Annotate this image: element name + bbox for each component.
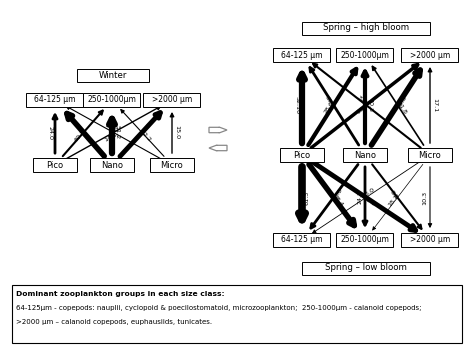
FancyBboxPatch shape [12,285,462,343]
Text: 20.5: 20.5 [356,103,370,115]
Text: 18.7: 18.7 [387,193,400,208]
FancyBboxPatch shape [401,48,458,62]
Text: 250-1000μm: 250-1000μm [340,235,390,245]
Text: Dominant zooplankton groups in each size class:: Dominant zooplankton groups in each size… [16,291,225,297]
Text: 28.4: 28.4 [331,193,344,208]
Text: 64-125 μm: 64-125 μm [34,95,76,104]
Text: 40.3: 40.3 [367,98,373,112]
FancyBboxPatch shape [77,69,149,82]
FancyBboxPatch shape [302,22,430,34]
Text: 24.0: 24.0 [47,126,53,140]
Text: 67.0: 67.0 [331,187,344,202]
Text: 63.0: 63.0 [362,187,376,199]
FancyBboxPatch shape [401,233,458,247]
Text: 14.1: 14.1 [104,131,118,142]
FancyBboxPatch shape [408,148,452,162]
Text: 19.5: 19.5 [396,95,408,110]
Text: 61.3: 61.3 [304,190,310,204]
Text: 39.4: 39.4 [323,95,335,110]
Text: 60.2: 60.2 [73,129,86,143]
Text: 64-125μm - copepods: nauplii, cyclopoid & poecilostomatoid, microzooplankton;  2: 64-125μm - copepods: nauplii, cyclopoid … [16,305,421,311]
Text: >2000 μm: >2000 μm [410,50,450,60]
Text: 13.9: 13.9 [139,122,152,136]
Text: 51.2: 51.2 [115,125,119,140]
Text: 23.9: 23.9 [104,122,118,134]
Text: 32.1: 32.1 [356,95,370,107]
Text: Pico: Pico [293,151,310,159]
Text: 250-1000μm: 250-1000μm [88,95,137,104]
FancyBboxPatch shape [150,158,194,172]
Text: Micro: Micro [419,151,441,159]
Text: >2000 μm – calanoid copepods, euphausiids, tunicates.: >2000 μm – calanoid copepods, euphausiid… [16,319,212,325]
Text: 24.3: 24.3 [357,191,363,204]
Text: 10.2: 10.2 [362,196,376,208]
Text: 250-1000μm: 250-1000μm [340,50,390,60]
Text: 15.0: 15.0 [174,125,180,140]
FancyBboxPatch shape [83,93,140,107]
Text: 51.8: 51.8 [396,100,408,115]
Text: 10.3: 10.3 [422,190,428,204]
FancyBboxPatch shape [273,48,330,62]
FancyBboxPatch shape [273,233,330,247]
Text: Micro: Micro [161,160,183,169]
Text: 34.2: 34.2 [73,122,86,136]
Text: 52.2: 52.2 [139,129,152,143]
FancyBboxPatch shape [144,93,201,107]
FancyBboxPatch shape [337,233,393,247]
Text: 52.10: 52.10 [294,96,300,114]
Text: Winter: Winter [99,71,127,80]
Text: 64-125 μm: 64-125 μm [281,50,323,60]
Text: Spring – high bloom: Spring – high bloom [323,23,409,33]
Text: 17.1: 17.1 [432,98,438,112]
FancyBboxPatch shape [27,93,83,107]
Text: Nano: Nano [101,160,123,169]
Text: Pico: Pico [46,160,64,169]
FancyBboxPatch shape [33,158,77,172]
Text: Spring – low bloom: Spring – low bloom [325,263,407,273]
Text: 28.6: 28.6 [323,100,335,115]
FancyBboxPatch shape [343,148,387,162]
Text: Nano: Nano [354,151,376,159]
Text: 64-125 μm: 64-125 μm [281,235,323,245]
FancyBboxPatch shape [90,158,134,172]
Text: >2000 μm: >2000 μm [152,95,192,104]
Text: 8.8: 8.8 [389,189,399,200]
Text: >2000 μm: >2000 μm [410,235,450,245]
FancyBboxPatch shape [302,262,430,274]
FancyBboxPatch shape [337,48,393,62]
FancyBboxPatch shape [280,148,324,162]
